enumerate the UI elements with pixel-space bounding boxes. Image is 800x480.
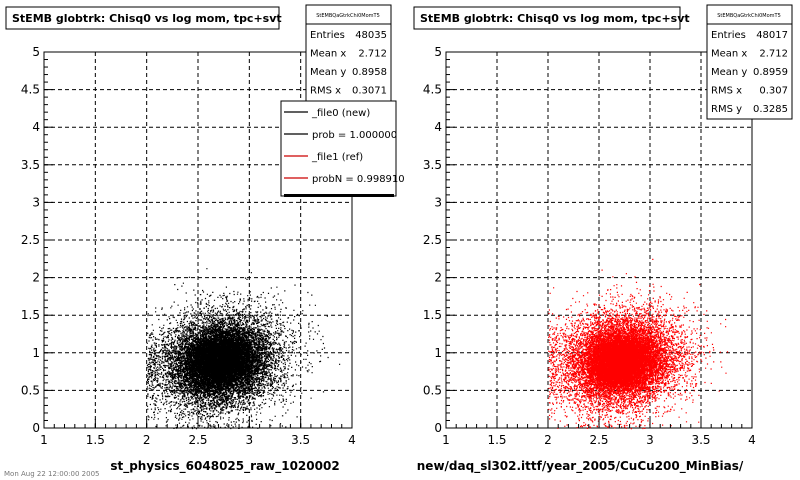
stats-value: 0.307: [759, 86, 788, 97]
stats-label: Entries: [310, 30, 345, 41]
y-tick-label: 2: [32, 271, 40, 285]
left-plot-panel: 1 1.5 2 2.5 3 3.5 4 0 0.5 1 1.5 2 2.5 3 3.5 4 4.5 5 st_p…: [5, 4, 405, 474]
x-tick-label: 3.5: [691, 433, 710, 447]
y-tick-label: 4.5: [423, 83, 442, 97]
x-tick-label: 4: [348, 433, 356, 447]
stats-label: Mean y: [310, 67, 346, 78]
stats-value: 48017: [756, 30, 788, 41]
right-x-axis: 1 1.5 2 2.5 3 3.5 4: [442, 419, 756, 447]
stats-value: 0.3285: [753, 104, 788, 115]
y-tick-label: 2.5: [21, 233, 40, 247]
y-tick-label: 3: [32, 195, 40, 209]
left-stats-name: StEMBQaGtrkChi0MomT5: [316, 13, 380, 19]
scatter-markers-core: [555, 310, 684, 413]
x-tick-label: 1: [442, 433, 450, 447]
y-tick-label: 1: [434, 346, 442, 360]
y-tick-label: 0.5: [423, 383, 442, 397]
right-plot-panel: 1 1.5 2 2.5 3 3.5 4 0 0.5 1 1.5 2 2.5 3 3.5 4 4.5 5 new/…: [413, 4, 793, 474]
right-y-axis: 0 0.5 1 1.5 2 2.5 3 3.5 4 4.5 5: [423, 45, 455, 435]
stats-value: 48035: [355, 30, 387, 41]
x-tick-label: 4: [748, 433, 756, 447]
stats-value: 0.8959: [753, 67, 788, 78]
x-tick-label: 2.5: [188, 433, 207, 447]
stats-value: 2.712: [358, 49, 387, 60]
y-tick-label: 1: [32, 346, 40, 360]
legend-label: _file0 (new): [311, 108, 370, 119]
right-scatter-points: [548, 258, 729, 430]
y-tick-label: 3.5: [21, 158, 40, 172]
x-tick-label: 1.5: [86, 433, 105, 447]
x-tick-label: 2.5: [589, 433, 608, 447]
stats-value: 2.712: [759, 49, 788, 60]
left-y-axis: 0 0.5 1 1.5 2 2.5 3 3.5 4 4.5 5: [21, 45, 53, 435]
right-title-box: [413, 6, 681, 30]
y-tick-label: 4.5: [21, 83, 40, 97]
y-tick-label: 5: [32, 45, 40, 59]
stats-label: Mean y: [711, 67, 747, 78]
right-title: StEMB globtrk: Chisq0 vs log mom, tpc+sv…: [420, 12, 690, 25]
stats-label: Entries: [711, 30, 746, 41]
legend-label: prob = 1.000000: [312, 130, 397, 141]
x-tick-label: 2: [544, 433, 552, 447]
x-tick-label: 1: [40, 433, 48, 447]
y-tick-label: 3: [434, 195, 442, 209]
right-stats-box: StEMBQaGtrkChi0MomT5 Entries 48017 Mean x 2…: [706, 4, 793, 120]
stats-label: Mean x: [711, 49, 747, 60]
left-title-box: [5, 6, 280, 30]
y-tick-label: 1.5: [423, 308, 442, 322]
x-tick-label: 3: [646, 433, 654, 447]
legend-label: _file1 (ref): [311, 152, 363, 163]
left-stats-box: StEMBQaGtrkChi0MomT5 Entries 48035 Mean x 2…: [305, 4, 392, 102]
x-tick-label: 1.5: [487, 433, 506, 447]
left-legend-box: _file0 (new) prob = 1.000000 _file1 (ref) p…: [280, 100, 405, 197]
footer-timestamp: Mon Aug 22 12:00:00 2005: [4, 470, 100, 478]
x-tick-label: 3.5: [291, 433, 310, 447]
y-tick-label: 3.5: [423, 158, 442, 172]
y-tick-label: 2: [434, 271, 442, 285]
y-tick-label: 4: [434, 120, 442, 134]
right-stats-name: StEMBQaGtrkChi0MomT5: [717, 13, 781, 19]
stats-label: RMS x: [310, 86, 341, 97]
right-x-axis-label: new/daq_sl302.ittf/year_2005/CuCu200_Min…: [417, 459, 744, 474]
scatter-markers-core: [158, 317, 281, 415]
x-tick-label: 2: [143, 433, 151, 447]
left-x-axis: 1 1.5 2 2.5 3 3.5 4: [40, 419, 356, 447]
y-tick-label: 2.5: [423, 233, 442, 247]
y-tick-label: 0: [434, 421, 442, 435]
y-tick-label: 4: [32, 120, 40, 134]
stats-value: 0.8958: [352, 67, 387, 78]
left-x-axis-label: st_physics_6048025_raw_1020002: [110, 459, 339, 474]
stats-value: 0.3071: [352, 86, 387, 97]
left-title: StEMB globtrk: Chisq0 vs log mom, tpc+sv…: [12, 12, 282, 25]
x-tick-label: 3: [246, 433, 254, 447]
y-tick-label: 0: [32, 421, 40, 435]
left-scatter-points: [146, 268, 341, 430]
y-tick-label: 1.5: [21, 308, 40, 322]
y-tick-label: 5: [434, 45, 442, 59]
stats-label: RMS x: [711, 86, 742, 97]
y-tick-label: 0.5: [21, 383, 40, 397]
legend-label: probN = 0.998910: [312, 174, 405, 185]
stats-label: Mean x: [310, 49, 346, 60]
stats-label: RMS y: [711, 104, 742, 115]
